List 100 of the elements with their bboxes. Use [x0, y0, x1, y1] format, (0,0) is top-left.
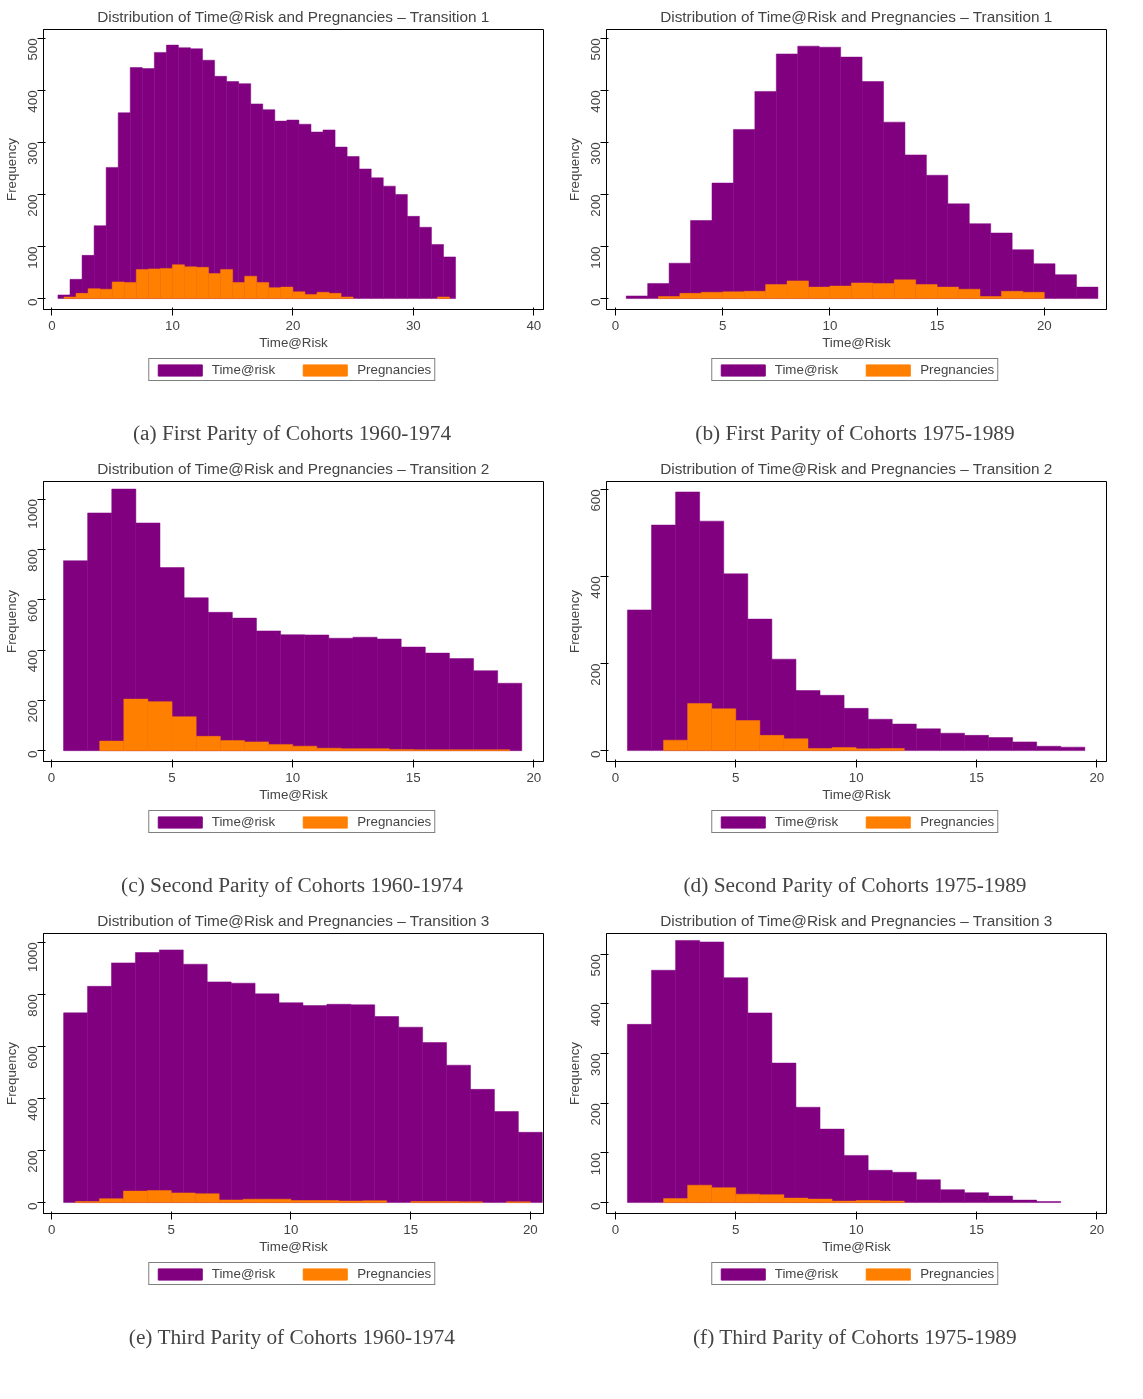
y-tick-label: 500: [25, 38, 40, 61]
x-tick-label: 10: [848, 769, 864, 785]
y-tick-label: 0: [588, 298, 603, 306]
y-tick-label: 300: [588, 142, 603, 165]
y-tick-label: 600: [588, 489, 603, 512]
legend-label: Time@risk: [774, 362, 839, 377]
y-tick-label: 0: [25, 1202, 40, 1210]
x-tick-label: 15: [969, 1221, 984, 1237]
x-tick-label: 15: [929, 317, 945, 333]
y-tick-label: 800: [25, 994, 40, 1017]
x-tick-label: 20: [1089, 769, 1105, 785]
y-tick-label: 600: [25, 599, 40, 622]
x-tick-label: 0: [611, 1221, 620, 1237]
x-tick-label: 5: [719, 317, 727, 333]
x-tick-label: 0: [47, 769, 56, 785]
x-axis-title: Time@Risk: [822, 1238, 892, 1254]
y-tick-label: 0: [25, 298, 40, 306]
x-tick-label: 0: [48, 317, 56, 333]
legend-label: Pregnancies: [920, 814, 995, 829]
x-tick-label: 40: [526, 317, 542, 333]
y-tick-label: 200: [25, 700, 40, 723]
chart-title: Distribution of Time@Risk and Pregnancies – Transition 1: [97, 7, 490, 25]
y-axis-title: Frequency: [566, 589, 582, 653]
y-tick-label: 400: [25, 650, 40, 673]
x-tick-label: 20: [285, 317, 301, 333]
x-tick-label: 15: [405, 769, 421, 785]
legend-label: Time@risk: [211, 1266, 276, 1281]
legend-label: Pregnancies: [920, 362, 995, 377]
y-tick-label: 300: [25, 142, 40, 165]
x-axis-title: Time@Risk: [259, 1238, 329, 1254]
chart-title: Distribution of Time@Risk and Pregnancies – Transition 3: [97, 911, 490, 929]
y-tick-label: 400: [588, 1003, 603, 1027]
y-tick-label: 400: [25, 1098, 40, 1121]
y-tick-label: 500: [588, 954, 603, 977]
x-tick-label: 20: [1089, 1221, 1105, 1237]
y-tick-label: 300: [588, 1053, 603, 1076]
chart-title: Distribution of Time@Risk and Pregnancies – Transition 1: [660, 7, 1053, 25]
y-tick-label: 400: [588, 576, 603, 599]
x-axis-title: Time@Risk: [259, 334, 329, 350]
y-tick-label: 200: [588, 663, 603, 686]
x-tick-label: 10: [285, 769, 301, 785]
y-tick-label: 600: [25, 1046, 40, 1069]
x-tick-label: 10: [822, 317, 838, 333]
legend-label: Pregnancies: [357, 814, 432, 829]
x-tick-label: 15: [969, 769, 984, 785]
text: (e) Third Parity of Cohorts 1960-1974: [128, 1324, 456, 1349]
y-tick-label: 1000: [25, 942, 40, 972]
chart-title: Distribution of Time@Risk and Pregnancies – Transition 3: [660, 911, 1053, 929]
x-tick-label: 20: [1036, 317, 1052, 333]
x-tick-label: 5: [167, 1221, 176, 1237]
y-tick-label: 0: [588, 750, 603, 759]
y-tick-label: 100: [588, 246, 603, 269]
y-tick-label: 1000: [25, 499, 40, 529]
y-tick-label: 200: [25, 194, 40, 217]
x-axis-title: Time@Risk: [822, 334, 892, 350]
y-axis-title: Frequency: [3, 137, 19, 201]
y-tick-label: 0: [25, 750, 40, 759]
x-tick-label: 0: [611, 769, 620, 785]
text: (a) First Parity of Cohorts 1960-1974: [132, 420, 452, 445]
legend-label: Time@risk: [774, 814, 839, 829]
x-axis-title: Time@Risk: [259, 786, 329, 802]
y-tick-label: 400: [588, 90, 603, 113]
x-tick-label: 20: [522, 1221, 538, 1237]
y-tick-label: 200: [588, 194, 603, 217]
y-axis-title: Frequency: [3, 589, 19, 653]
y-axis-title: Frequency: [566, 1041, 582, 1105]
chart-title: Distribution of Time@Risk and Pregnancies – Transition 2: [97, 459, 490, 477]
x-tick-label: 20: [526, 769, 542, 785]
y-tick-label: 800: [25, 549, 40, 572]
chart-title: Distribution of Time@Risk and Pregnancies – Transition 2: [660, 459, 1053, 477]
legend-label: Pregnancies: [920, 1266, 995, 1281]
y-tick-label: 0: [588, 1202, 603, 1210]
x-tick-label: 0: [47, 1221, 56, 1237]
x-tick-label: 5: [732, 1221, 740, 1237]
legend-label: Time@risk: [211, 814, 276, 829]
legend-label: Time@risk: [774, 1266, 839, 1281]
text: (f) Third Parity of Cohorts 1975-1989: [692, 1324, 1017, 1349]
y-axis-title: Frequency: [566, 137, 582, 201]
x-tick-label: 10: [848, 1221, 864, 1237]
text: (d) Second Parity of Cohorts 1975-1989: [683, 872, 1027, 897]
y-tick-label: 500: [588, 38, 603, 61]
text: (b) First Parity of Cohorts 1975-1989: [695, 420, 1015, 445]
x-tick-label: 30: [405, 317, 421, 333]
legend-label: Pregnancies: [357, 362, 432, 377]
x-tick-label: 5: [168, 769, 176, 785]
y-tick-label: 200: [588, 1103, 603, 1126]
x-tick-label: 0: [611, 317, 620, 333]
y-tick-label: 100: [25, 246, 40, 269]
x-tick-label: 10: [283, 1221, 299, 1237]
y-axis-title: Frequency: [3, 1041, 19, 1105]
x-axis-title: Time@Risk: [822, 786, 892, 802]
x-tick-label: 15: [403, 1221, 419, 1237]
y-tick-label: 100: [588, 1152, 603, 1176]
y-tick-label: 200: [25, 1150, 40, 1173]
y-tick-label: 400: [25, 90, 40, 113]
legend-label: Pregnancies: [357, 1266, 432, 1281]
legend-label: Time@risk: [211, 362, 276, 377]
x-tick-label: 5: [732, 769, 740, 785]
x-tick-label: 10: [165, 317, 180, 333]
text: (c) Second Parity of Cohorts 1960-1974: [121, 872, 464, 897]
